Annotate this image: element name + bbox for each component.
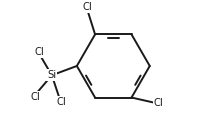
Text: Cl: Cl	[30, 92, 40, 102]
Text: Cl: Cl	[82, 2, 92, 12]
Text: Cl: Cl	[56, 97, 66, 107]
Text: Cl: Cl	[154, 98, 164, 108]
Text: Cl: Cl	[35, 47, 45, 57]
Text: Si: Si	[47, 70, 56, 80]
